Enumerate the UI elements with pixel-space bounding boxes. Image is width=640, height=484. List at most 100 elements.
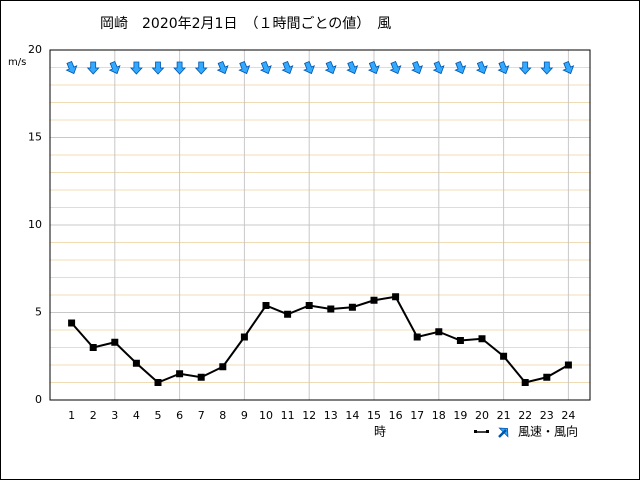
arrow-shape bbox=[86, 61, 100, 75]
arrow-shape bbox=[432, 60, 445, 75]
x-tick-label: 2 bbox=[90, 409, 97, 422]
wind-arrow bbox=[173, 61, 187, 75]
x-tick-label: 24 bbox=[561, 409, 575, 422]
legend-point bbox=[474, 430, 477, 433]
arrow-shape bbox=[259, 60, 272, 75]
point bbox=[370, 296, 378, 304]
wind-arrow bbox=[518, 61, 532, 75]
x-tick-label: 5 bbox=[155, 409, 162, 422]
wind-arrow bbox=[303, 60, 315, 75]
wind-arrow bbox=[129, 61, 143, 75]
wind-arrow bbox=[454, 60, 467, 75]
arrow-shape bbox=[216, 60, 229, 75]
x-axis-label: 時 bbox=[374, 425, 386, 439]
x-tick-label: 8 bbox=[219, 409, 226, 422]
point bbox=[521, 379, 529, 386]
point bbox=[435, 328, 443, 336]
point bbox=[564, 361, 572, 369]
arrow-shape bbox=[389, 60, 402, 75]
x-tick-label: 20 bbox=[475, 409, 489, 422]
wind-arrow bbox=[346, 60, 359, 75]
point bbox=[154, 379, 162, 386]
y-axis-label: m/s bbox=[8, 57, 26, 68]
arrow-shape bbox=[65, 60, 78, 75]
arrow-shape bbox=[346, 60, 359, 75]
point bbox=[500, 352, 508, 360]
legend-point bbox=[486, 430, 489, 433]
arrow-shape bbox=[454, 60, 467, 75]
x-tick-label: 10 bbox=[259, 409, 273, 422]
x-tick-label: 6 bbox=[176, 409, 183, 422]
wind-arrow bbox=[151, 61, 165, 75]
point bbox=[111, 338, 119, 346]
wind-arrow bbox=[497, 60, 510, 75]
legend-arrow-body bbox=[498, 429, 507, 438]
point bbox=[456, 337, 464, 344]
point bbox=[197, 373, 205, 381]
wind-arrow bbox=[324, 60, 337, 75]
wind-arrow bbox=[86, 61, 100, 75]
arrow-shape bbox=[367, 60, 380, 75]
x-tick-label: 4 bbox=[133, 409, 140, 422]
wind-arrow bbox=[475, 60, 488, 75]
chart-title: 岡崎 2020年2月1日 （１時間ごとの値） 風 bbox=[100, 16, 391, 32]
point bbox=[392, 293, 400, 301]
point bbox=[348, 303, 356, 311]
point bbox=[240, 333, 248, 341]
x-tick-label: 19 bbox=[453, 409, 467, 422]
x-tick-label: 3 bbox=[111, 409, 118, 422]
point bbox=[413, 333, 421, 341]
point bbox=[284, 310, 292, 318]
wind-arrow bbox=[259, 60, 272, 75]
y-tick-label: 10 bbox=[28, 218, 42, 231]
x-tick-label: 21 bbox=[497, 409, 511, 422]
y-tick-label: 15 bbox=[28, 131, 42, 144]
wind-arrow bbox=[281, 60, 294, 75]
arrow-shape bbox=[194, 61, 208, 75]
line bbox=[70, 295, 569, 384]
arrow-shape bbox=[151, 61, 165, 75]
wind-arrow bbox=[411, 60, 423, 75]
x-tick-label: 22 bbox=[518, 409, 532, 422]
x-tick-label: 13 bbox=[324, 409, 338, 422]
wind-arrow bbox=[389, 60, 402, 75]
arrow-shape bbox=[411, 60, 423, 75]
legend-label: 風速・風向 bbox=[518, 424, 578, 439]
x-tick-label: 7 bbox=[198, 409, 205, 422]
arrow-shape bbox=[173, 61, 187, 75]
x-tick-label: 1 bbox=[68, 409, 75, 422]
x-tick-label: 11 bbox=[281, 409, 295, 422]
point bbox=[262, 302, 270, 309]
x-tick-label: 15 bbox=[367, 409, 381, 422]
wind-arrow bbox=[194, 61, 208, 75]
point bbox=[176, 370, 184, 378]
x-tick-label: 12 bbox=[302, 409, 316, 422]
point bbox=[543, 373, 551, 381]
plot-border bbox=[49, 49, 591, 401]
x-tick-label: 16 bbox=[389, 409, 403, 422]
arrow-shape bbox=[540, 61, 554, 75]
x-tick-label: 18 bbox=[432, 409, 446, 422]
arrow-shape bbox=[281, 60, 294, 75]
point bbox=[89, 344, 97, 351]
y-tick-label: 0 bbox=[35, 393, 42, 406]
wind-arrow bbox=[540, 61, 554, 75]
y-tick-label: 20 bbox=[28, 43, 42, 56]
arrow-shape bbox=[497, 60, 510, 75]
point bbox=[478, 335, 486, 343]
wind-arrow bbox=[65, 60, 78, 75]
arrow-shape bbox=[238, 60, 251, 75]
point bbox=[132, 359, 140, 367]
y-tick-label: 5 bbox=[35, 306, 42, 319]
arrow-shape bbox=[303, 60, 315, 75]
x-tick-label: 14 bbox=[345, 409, 359, 422]
x-tick-label: 17 bbox=[410, 409, 424, 422]
arrow-shape bbox=[518, 61, 532, 75]
point bbox=[305, 302, 313, 309]
point bbox=[327, 305, 335, 313]
wind-arrow bbox=[367, 60, 380, 75]
arrow-shape bbox=[475, 60, 488, 75]
wind-arrow bbox=[108, 60, 121, 75]
